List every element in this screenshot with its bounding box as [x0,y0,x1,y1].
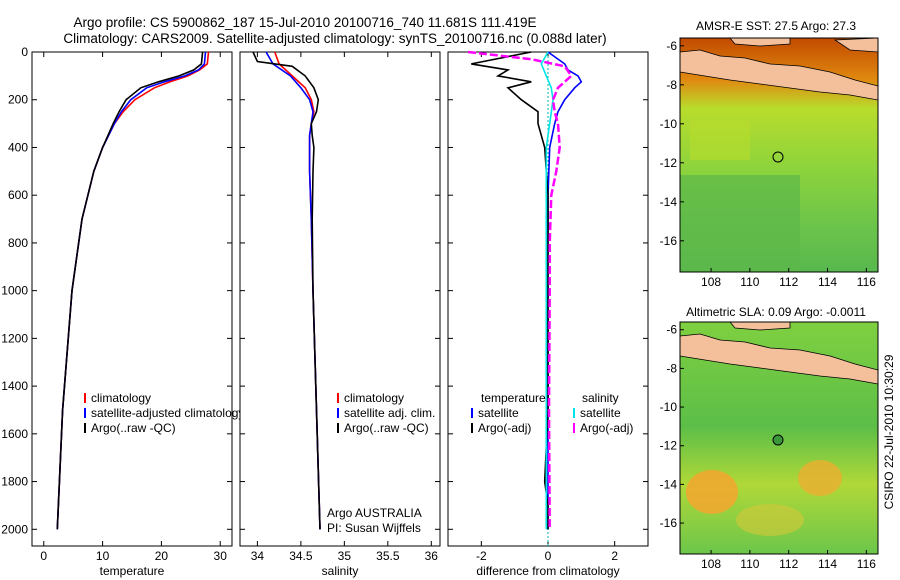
salinity-series-argo-raw-qc- [252,51,321,530]
sst-map-title: AMSR-E SST: 27.5 Argo: 27.3 [696,19,856,33]
salinity-xtick-label: 35.5 [376,549,400,563]
difference-xtick-label: 2 [611,549,618,563]
sst-land-east [833,38,878,53]
salinity-panel: 34 34.5 35 35.5 36 salinity [239,51,441,578]
sla-map-frame [679,321,879,555]
sla_map-ytick-label: -12 [660,439,678,453]
temperature-xtick-label: 30 [214,549,228,563]
difference-series-salinity-satellite [540,51,554,530]
sst-map-ticks: 108 110 112 114 116 -6 -8 -10 -12 -14 -16 [660,39,877,289]
difference-legend-temp-satellite-label: satellite [478,406,519,420]
temperature-legend-entry-label: climatology [91,391,151,405]
temperature-xlabel: temperature [100,564,165,578]
depth-tick-label: 0 [21,45,28,59]
temperature-xtick-label: 0 [40,549,47,563]
sla-land-north [729,322,791,331]
salinity-legend-entry-label: climatology [344,391,404,405]
depth-tick-label: 1800 [1,475,28,489]
sla_map-xtick-label: 116 [857,557,876,571]
temperature-xtick-label: 20 [155,549,169,563]
sst_map-xtick-label: 116 [857,275,876,289]
difference-xlabel: difference from climatology [476,564,619,578]
pi-name-label: PI: Susan Wijffels [327,521,421,535]
salinity-legend-entry-label: satellite adj. clim. [344,406,435,420]
temperature-legend-entry-label: Argo(..raw -QC) [91,421,176,435]
sst-map-frame [679,37,879,273]
sla_map-ytick-label: -16 [660,516,678,530]
sst-warm-patch [690,120,750,160]
sla_map-ytick-label: -8 [666,361,677,375]
temperature-xtick-label: 10 [96,549,110,563]
sst_map-xtick-label: 108 [701,275,721,289]
sla-map-ticks: 108 110 112 114 116 -6 -8 -10 -12 -14 -16 [660,323,877,571]
salinity-xtick-label: 34.5 [289,549,313,563]
temperature-panel: 0 10 20 30 temperature 0 200 400 600 800 1000 1200 1… [1,45,233,578]
sla-map-title: Altimetric SLA: 0.09 Argo: -0.0011 [686,305,866,319]
difference-xtick-label: 0 [545,549,552,563]
difference-legend-temperature-title: temperature [481,391,546,405]
sst_map-ytick-label: -16 [660,234,678,248]
sst_map-ytick-label: -6 [666,39,677,53]
temperature-legend-entry-label: satellite-adjusted climatology [91,406,244,420]
sla-high-anomaly [686,470,738,514]
sla_map-xtick-label: 114 [818,557,837,571]
sst-land-java [680,49,878,101]
sst-cool-patch [680,175,800,272]
depth-tick-label: 2000 [1,522,28,536]
depth-tick-label: 1400 [1,379,28,393]
profile-panels: 0 10 20 30temperature0200400600800100012001… [1,45,649,578]
depth-tick-label: 200 [8,93,28,107]
sst_map-ytick-label: -10 [660,117,678,131]
temperature-series-argo-raw-qc- [56,51,204,530]
sla_map-xtick-label: 110 [740,557,759,571]
depth-tick-label: 600 [8,188,28,202]
difference-legend-sal-satellite-label: satellite [580,406,621,420]
depth-tick-label: 1200 [1,331,28,345]
sla_map-xtick-label: 108 [701,557,721,571]
sla_map-ytick-label: -6 [666,323,677,337]
sst-float-marker [772,151,784,163]
difference-xtick-label: -2 [476,549,487,563]
depth-tick-label: 800 [8,236,28,250]
figure-title-line1: Argo profile: CS 5900862_187 15-Jul-2010… [73,15,536,30]
side-timestamp-label: CSIRO 22-Jul-2010 10:30:29 [882,354,896,509]
salinity-axes-frame [239,51,441,547]
salinity-xtick-label: 34 [251,549,265,563]
sla-float-marker [772,434,784,446]
salinity-legend-entry-label: Argo(..raw -QC) [344,421,429,435]
sst-map: AMSR-E SST: 27.5 Argo: 27.3 108 110 112 114… [660,19,879,289]
sla_map-ytick-label: -10 [660,400,678,414]
sla_map-xtick-label: 112 [779,557,798,571]
difference-legend-temp-argo-label: Argo(-adj) [478,421,531,435]
difference-legend-salinity-title: salinity [582,391,619,405]
figure-title-line2: Climatology: CARS2009. Satellite-adjuste… [63,31,606,46]
sla-high-anomaly-2 [798,460,842,496]
salinity-xlabel: salinity [322,564,359,578]
sla-high-anomaly-3 [736,504,804,536]
difference-legend-sal-argo-label: Argo(-adj) [580,421,633,435]
depth-tick-label: 1000 [1,284,28,298]
sst_map-xtick-label: 114 [818,275,837,289]
sst_map-xtick-label: 112 [779,275,798,289]
depth-tick-label: 1600 [1,427,28,441]
sla-map: Altimetric SLA: 0.09 Argo: -0.0011 108 11… [660,305,879,571]
sst-land-north [729,38,791,47]
salinity-xtick-label: 35 [338,549,352,563]
difference-series-salinity-argo-adj- [467,50,573,530]
argo-program-label: Argo AUSTRALIA [327,506,422,520]
sst_map-ytick-label: -14 [660,195,678,209]
sla-land-java [680,333,878,385]
sst_map-ytick-label: -8 [666,78,677,92]
sst_map-xtick-label: 110 [740,275,759,289]
difference-legend: temperature salinitysatelliteArgo(-adj)sa… [471,391,633,435]
sla_map-ytick-label: -14 [660,477,678,491]
salinity-xtick-label: 36 [425,549,439,563]
depth-tick-label: 400 [8,140,28,154]
sst_map-ytick-label: -12 [660,156,678,170]
temperature-axes-frame [31,51,233,547]
